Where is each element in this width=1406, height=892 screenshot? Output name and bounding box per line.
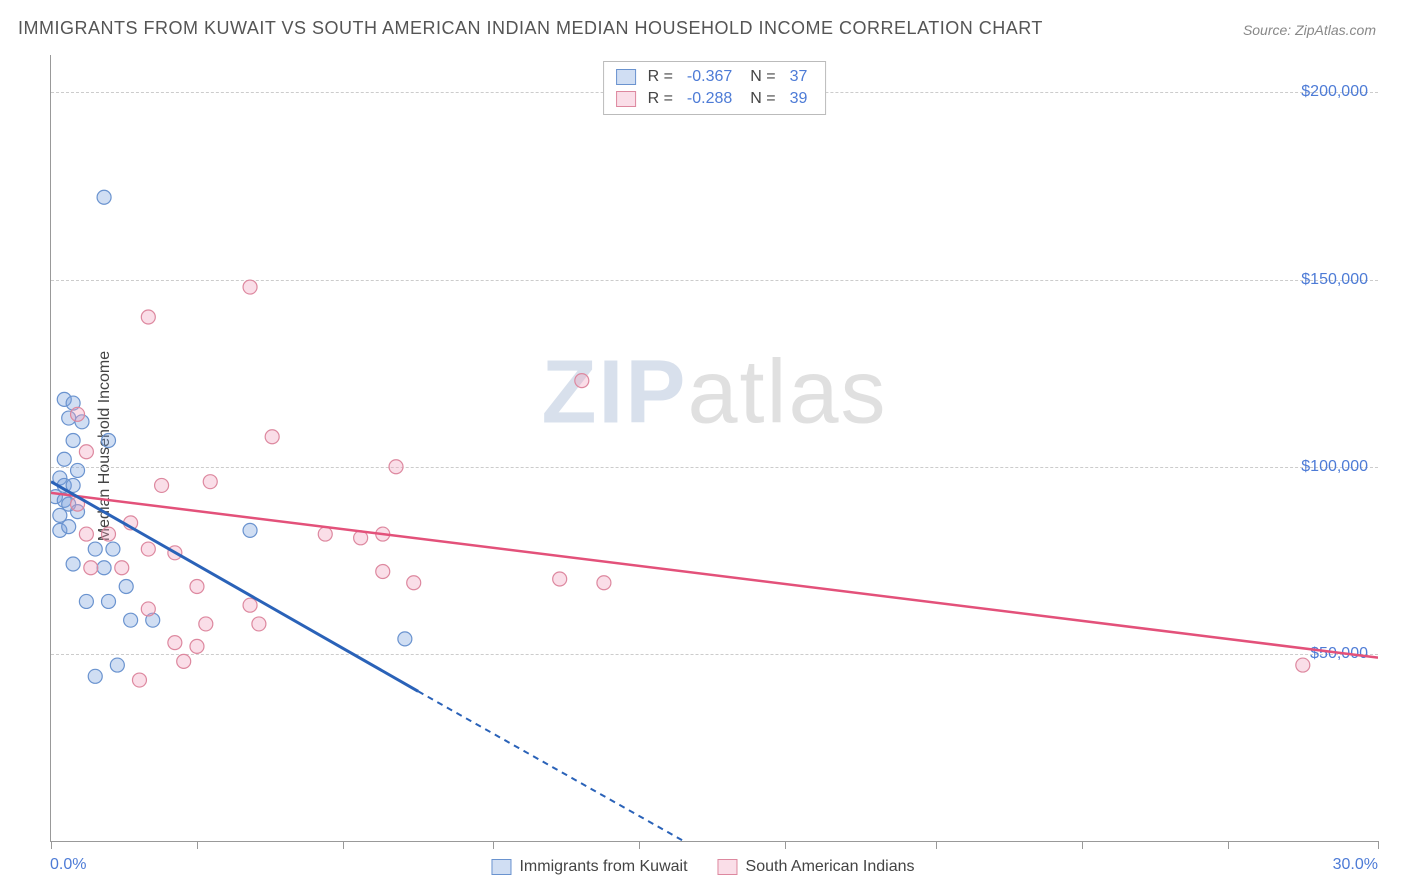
n-value-kuwait: 37 [790,68,808,86]
chart-title: IMMIGRANTS FROM KUWAIT VS SOUTH AMERICAN… [18,18,1043,39]
n-value-sai: 39 [790,90,808,108]
r-label: R = [648,90,673,108]
legend-label-sai: South American Indians [746,858,915,876]
r-value-kuwait: -0.367 [687,68,732,86]
legend-row-kuwait: R = -0.367 N = 37 [616,66,814,88]
swatch-kuwait [616,69,636,85]
series-legend: Immigrants from Kuwait South American In… [491,858,914,876]
correlation-legend: R = -0.367 N = 37 R = -0.288 N = 39 [603,61,827,115]
x-tick [639,841,640,849]
scatter-svg [51,55,1378,841]
x-tick [197,841,198,849]
x-max-label: 30.0% [1333,856,1378,874]
chart-container: IMMIGRANTS FROM KUWAIT VS SOUTH AMERICAN… [0,0,1406,892]
r-value-sai: -0.288 [687,90,732,108]
source-attribution: Source: ZipAtlas.com [1243,22,1376,38]
x-tick [1378,841,1379,849]
n-label: N = [750,68,775,86]
x-tick [343,841,344,849]
legend-label-kuwait: Immigrants from Kuwait [519,858,687,876]
x-tick [51,841,52,849]
x-tick [493,841,494,849]
swatch-sai [616,91,636,107]
x-min-label: 0.0% [50,856,86,874]
legend-item-kuwait: Immigrants from Kuwait [491,858,687,876]
legend-row-sai: R = -0.288 N = 39 [616,88,814,110]
x-tick [936,841,937,849]
n-label: N = [750,90,775,108]
x-tick [1082,841,1083,849]
plot-area: ZIPatlas R = -0.367 N = 37 R = -0.288 N … [50,55,1378,842]
x-tick [785,841,786,849]
r-label: R = [648,68,673,86]
legend-swatch-sai [718,859,738,875]
legend-item-sai: South American Indians [718,858,915,876]
x-tick [1228,841,1229,849]
legend-swatch-kuwait [491,859,511,875]
